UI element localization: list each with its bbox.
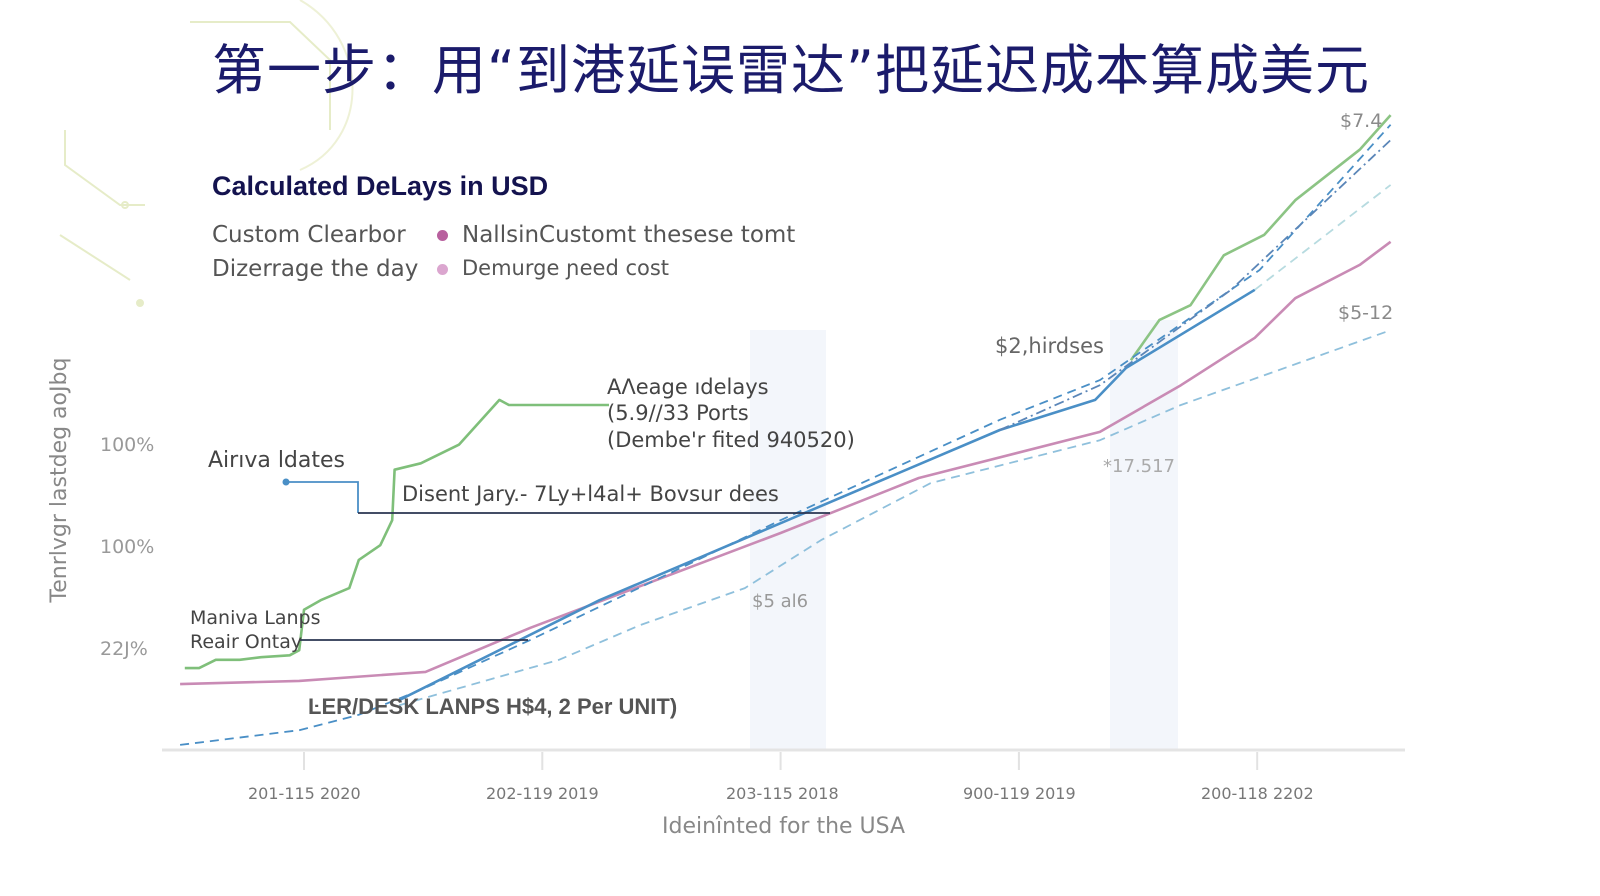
arrival-leader bbox=[286, 481, 359, 513]
page-headline: 第一步：用“到港延误雷达”把延迟成本算成美元 bbox=[212, 39, 1370, 102]
series-line-blue-dashed bbox=[179, 124, 1392, 746]
series-line-light-dashed bbox=[399, 329, 1391, 707]
value-label: $7.4 bbox=[1340, 110, 1383, 132]
x-tick-label: 203-115 2018 bbox=[726, 784, 839, 803]
chart-title: Calculated DeLays in USD bbox=[212, 171, 549, 201]
legend-entry: Demurge ɲeed cost bbox=[437, 256, 669, 280]
x-tick-label: 200-118 2202 bbox=[1201, 784, 1314, 803]
value-label: *17.517 bbox=[1103, 456, 1175, 477]
y-tick-label: 100% bbox=[100, 434, 155, 456]
annotation-disent: Disent Jary.- 7Ly+l4al+ Bovsur dees bbox=[402, 482, 779, 506]
legend-dot-icon bbox=[437, 230, 448, 241]
series-line-pink bbox=[180, 240, 1392, 686]
y-tick-label: 22J% bbox=[100, 638, 148, 660]
annotation-average: (5.9//33 Ports bbox=[607, 401, 749, 425]
leader-lines bbox=[282, 478, 830, 641]
x-tick-label: 900-119 2019 bbox=[963, 784, 1076, 803]
legend-left-label: Dizerrage the day bbox=[212, 256, 419, 282]
series-line-green-left bbox=[184, 398, 609, 670]
background-decoration bbox=[59, 0, 354, 307]
series-line-teal-dashed bbox=[1254, 184, 1392, 291]
x-tick-label: 201-115 2020 bbox=[248, 784, 361, 803]
series-line-dash-dot bbox=[999, 139, 1392, 431]
annotation-average: (Dembe'r fited 940520) bbox=[607, 428, 855, 452]
value-label: $2,hirdses bbox=[995, 334, 1104, 358]
legend-dot-icon bbox=[437, 263, 448, 275]
x-tick-label: 202-119 2019 bbox=[486, 784, 599, 803]
value-label: $5 al6 bbox=[752, 591, 809, 612]
annotation-unit-price: ĿER/DESK LANPS H$4, 2 Per UNIT) bbox=[308, 694, 678, 719]
x-axis-label: Ideinînted for the USA bbox=[662, 814, 906, 839]
value-label: $5-12 bbox=[1338, 302, 1394, 324]
annotation-maniva: Maniva Lanps bbox=[190, 607, 321, 629]
arrival-marker bbox=[282, 478, 290, 486]
y-tick-label: 100% bbox=[100, 536, 155, 558]
legend-label: NallsinCustomt thesese tomt bbox=[462, 222, 796, 248]
highlight-band bbox=[1110, 320, 1178, 750]
legend-label: Demurge ɲeed cost bbox=[462, 256, 670, 280]
annotation-average: Aᐱeage ıdelays bbox=[607, 375, 769, 399]
legend-entry: NallsinCustomt thesese tomt bbox=[437, 222, 795, 248]
legend-left-label: Custom Clearbor bbox=[212, 222, 406, 248]
annotation-arrival: Airıva ldates bbox=[208, 448, 345, 473]
annotation-maniva: Reair Ontay bbox=[190, 631, 303, 653]
y-axis-label: Tenrlvgr lastdeg aoJbq bbox=[47, 357, 72, 603]
series-line-green-right bbox=[1129, 114, 1392, 361]
